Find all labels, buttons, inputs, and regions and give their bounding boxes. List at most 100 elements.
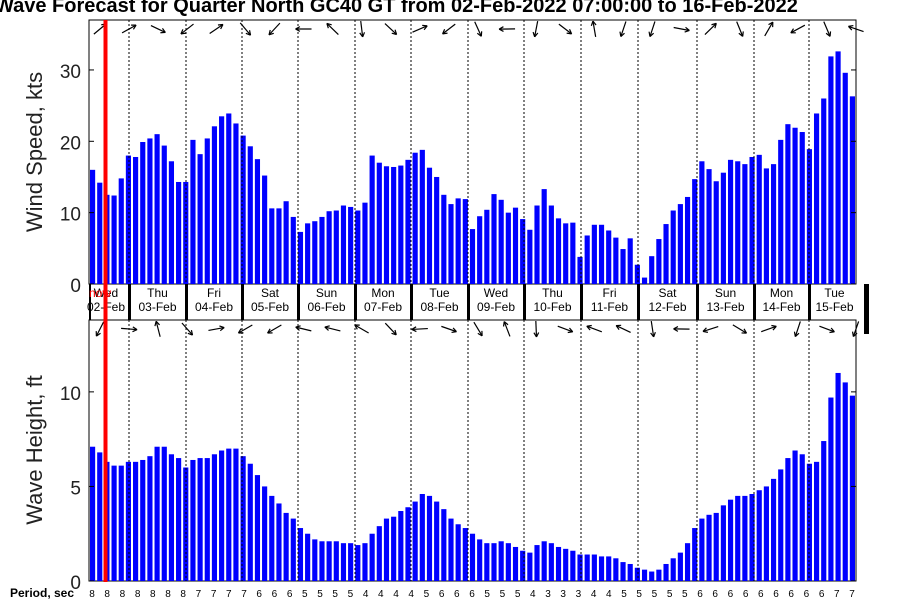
wind-bar	[634, 264, 640, 284]
wind-arrow	[359, 20, 366, 38]
period-value: 6	[773, 589, 779, 600]
wind-arrow	[384, 23, 398, 36]
period-value: 6	[758, 589, 764, 600]
wind-bar	[720, 172, 726, 284]
wind-bar	[742, 164, 748, 284]
wind-bar	[835, 51, 841, 284]
wind-bar	[469, 229, 476, 284]
wind-bar	[842, 72, 848, 284]
chart-title: Wave Forecast for Quarter North GC40 GT …	[0, 0, 798, 17]
period-value: 5	[621, 589, 627, 600]
wind-arrow	[590, 20, 597, 37]
wind-bar	[770, 164, 777, 284]
wave-bar	[684, 543, 691, 581]
wave-bar	[462, 528, 468, 581]
period-value: 5	[682, 589, 688, 600]
wind-bar	[190, 139, 196, 284]
wind-bar	[763, 168, 769, 284]
wave-bar	[821, 441, 827, 581]
period-value: 3	[576, 589, 582, 600]
wave-bar	[111, 465, 117, 581]
wave-bar	[469, 533, 476, 581]
period-value: 5	[302, 589, 308, 600]
wind-bar	[118, 178, 124, 284]
wind-bar	[627, 238, 633, 284]
wave-bar	[763, 486, 769, 581]
wind-arrow	[121, 24, 137, 34]
period-value: 4	[591, 589, 597, 600]
day-date-label: 15-Feb	[815, 300, 853, 314]
period-value: 5	[332, 589, 338, 600]
wave-bar	[613, 558, 619, 581]
wind-bar	[297, 231, 304, 284]
wind-bar	[484, 209, 490, 284]
wave-bar	[720, 505, 726, 581]
wind-bar	[498, 199, 504, 284]
wave-bar	[577, 554, 583, 581]
wave-bar	[355, 545, 361, 581]
period-value: 6	[728, 589, 734, 600]
wind-bar	[684, 196, 691, 284]
wind-bar	[197, 154, 203, 284]
wind-bar	[383, 166, 390, 284]
wind-bar	[491, 194, 497, 284]
day-separator	[128, 284, 131, 320]
wave-bar	[813, 461, 820, 581]
wind-tick-label: 0	[70, 276, 81, 297]
wave-bar	[727, 499, 734, 581]
day-name-label: Mon	[371, 286, 394, 300]
wave-bar	[627, 563, 633, 581]
wind-bar	[319, 216, 325, 284]
wave-bar	[140, 459, 146, 581]
wind-bar	[412, 152, 418, 284]
wind-bar	[656, 239, 662, 284]
period-value: 6	[712, 589, 718, 600]
wave-bar	[290, 518, 296, 581]
period-value: 8	[120, 589, 126, 600]
wind-bar	[512, 207, 519, 284]
wind-tick-label: 10	[60, 205, 81, 226]
wind-arrow	[295, 26, 312, 32]
day-name-label: Fri	[603, 286, 617, 300]
wind-bar	[140, 142, 146, 284]
day-separator	[467, 284, 470, 320]
wave-arrow	[793, 321, 801, 338]
wave-bar	[383, 518, 390, 581]
now-marker-label: now	[89, 286, 111, 300]
wave-bar	[584, 554, 590, 581]
wave-bar	[606, 556, 612, 581]
wind-bar	[713, 181, 719, 284]
day-separator	[241, 284, 244, 320]
wind-bar	[821, 98, 827, 285]
day-separator	[410, 284, 413, 320]
wind-bar	[90, 169, 96, 284]
wave-bar	[312, 539, 318, 581]
wind-bar	[692, 179, 698, 284]
day-date-label: 13-Feb	[706, 300, 744, 314]
period-value: 5	[424, 589, 430, 600]
wind-bar	[391, 166, 397, 284]
wind-bar	[455, 198, 461, 284]
wave-arrow	[473, 321, 483, 337]
wave-bar	[620, 562, 626, 581]
wind-bar	[756, 154, 762, 284]
wind-arrow	[412, 24, 428, 33]
day-date-label: 09-Feb	[477, 300, 515, 314]
wind-bar	[584, 235, 590, 284]
wind-bar	[219, 116, 225, 284]
wind-arrow	[532, 21, 539, 38]
wave-bar	[527, 552, 533, 581]
wave-bar	[419, 494, 425, 581]
period-value: 6	[819, 589, 825, 600]
period-value: 5	[484, 589, 490, 600]
day-name-label: Sat	[261, 286, 280, 300]
day-separator	[580, 284, 583, 320]
wind-direction-arrows	[93, 20, 864, 38]
wave-bar	[491, 543, 497, 581]
wave-arrow	[267, 324, 282, 334]
period-value: 4	[393, 589, 399, 600]
wave-arrow	[324, 325, 341, 332]
wave-arrow	[586, 324, 603, 333]
wave-bar	[706, 514, 712, 581]
